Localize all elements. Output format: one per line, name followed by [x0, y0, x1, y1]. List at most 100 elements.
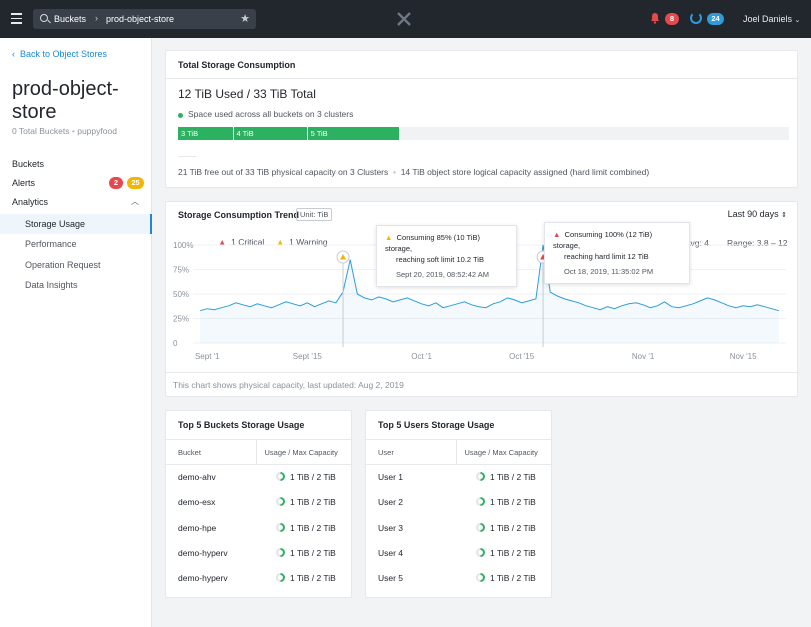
- divider: [166, 372, 799, 373]
- sidebar-item-analytics[interactable]: Analytics ︿: [0, 192, 152, 212]
- menu-icon[interactable]: [11, 13, 22, 24]
- app-logo-icon[interactable]: [396, 11, 412, 27]
- bell-icon[interactable]: [649, 12, 661, 24]
- alerts-count-badge[interactable]: 8: [665, 13, 679, 25]
- table-row[interactable]: demo-esx 1 TiB / 2 TiB: [166, 490, 351, 515]
- x-tick-label: Sept '1: [195, 352, 220, 361]
- table-row[interactable]: User 4 1 TiB / 2 TiB: [366, 540, 551, 565]
- warning-alerts-badge: 25: [127, 177, 144, 189]
- y-tick-label: 75%: [173, 266, 189, 275]
- search-breadcrumb-bar[interactable]: Buckets › prod-object-store ★: [33, 9, 256, 29]
- unit-chip: Unit: TiB: [296, 208, 333, 221]
- card-title: Storage Consumption Trend: [178, 210, 300, 220]
- tasks-spinner-icon[interactable]: [690, 12, 702, 24]
- name-cell: User 4: [378, 548, 404, 559]
- bell-icon: ▲: [553, 230, 561, 239]
- back-link-label: Back to Object Stores: [20, 49, 108, 59]
- usage-ring-icon: [476, 472, 485, 482]
- legend-dot: [178, 113, 183, 118]
- sidebar-item-label: Buckets: [12, 159, 45, 169]
- series-area: [200, 245, 779, 343]
- name-cell: User 2: [378, 497, 404, 508]
- usage-ring-icon: [476, 497, 485, 507]
- usage-cell: 1 TiB / 2 TiB: [256, 515, 351, 540]
- range-stat: Range: 3.8 – 12: [727, 238, 788, 248]
- sidebar-item-label: Storage Usage: [25, 219, 86, 229]
- sidebar: ‹ Back to Object Stores prod-object-stor…: [0, 38, 152, 627]
- table-row[interactable]: demo-hyperv 1 TiB / 2 TiB: [166, 566, 351, 591]
- usage-cell: 1 TiB / 2 TiB: [256, 490, 351, 515]
- divider: [166, 78, 799, 79]
- table-row[interactable]: demo-hyperv 1 TiB / 2 TiB: [166, 540, 351, 565]
- sidebar-item-operation-request[interactable]: Operation Request: [0, 255, 152, 275]
- usage-value: 1 TiB / 2 TiB: [290, 522, 336, 533]
- sidebar-item-alerts[interactable]: Alerts 2 25: [0, 173, 152, 193]
- y-tick-label: 50%: [173, 290, 189, 299]
- table-row[interactable]: User 1 1 TiB / 2 TiB: [366, 465, 551, 490]
- breadcrumb-buckets[interactable]: Buckets: [54, 14, 87, 24]
- usage-value: 1 TiB / 2 TiB: [490, 522, 536, 533]
- entity-subtitle: 0 Total Buckets • puppyfood: [12, 126, 117, 136]
- storage-trend-card: Storage Consumption Trend Unit: TiB Last…: [165, 201, 799, 397]
- usage-ring-icon: [476, 522, 485, 532]
- trend-chart[interactable]: 100% 75% 50% 25% 0 Sept '1 Sept '15 Oct '1 Oct '…: [166, 226, 799, 396]
- column-header-bucket[interactable]: Bucket: [166, 439, 256, 465]
- usage-cell: 1 TiB / 2 TiB: [256, 566, 351, 591]
- usage-ring-icon: [476, 573, 485, 583]
- critical-tooltip: ▲ Consuming 100% (12 TiB) storage, reach…: [544, 222, 690, 284]
- sidebar-item-storage-usage[interactable]: Storage Usage: [0, 214, 152, 234]
- sidebar-item-data-insights[interactable]: Data Insights: [0, 275, 152, 295]
- usage-ring-icon: [276, 522, 285, 532]
- table-row[interactable]: demo-hpe 1 TiB / 2 TiB: [166, 515, 351, 540]
- sidebar-item-label: Analytics: [12, 197, 49, 207]
- column-header-usage[interactable]: Usage / Max Capacity: [455, 439, 551, 465]
- warning-marker-icon: [340, 254, 347, 260]
- warning-legend-label: 1 Warning: [289, 237, 328, 247]
- used-total-headline: 12 TiB Used / 33 TiB Total: [178, 87, 316, 101]
- usage-ring-icon: [476, 548, 485, 558]
- warning-icon: ▲: [276, 237, 285, 247]
- x-tick-label: Oct '1: [411, 352, 432, 361]
- divider: [178, 156, 196, 157]
- table-row[interactable]: User 2 1 TiB / 2 TiB: [366, 490, 551, 515]
- usage-cell: 1 TiB / 2 TiB: [256, 465, 351, 490]
- table-header-row: User Usage / Max Capacity: [366, 439, 551, 465]
- top-users-card: Top 5 Users Storage Usage User Usage / M…: [365, 410, 552, 598]
- back-to-object-stores-link[interactable]: ‹ Back to Object Stores: [12, 49, 107, 59]
- warning-legend: ▲ 1 Warning: [276, 237, 328, 247]
- tasks-count-badge[interactable]: 24: [707, 13, 724, 25]
- sidebar-item-label: Performance: [25, 239, 77, 249]
- time-range-select[interactable]: Last 90 days ⇕: [728, 209, 787, 219]
- usage-cell: 1 TiB / 2 TiB: [456, 566, 551, 591]
- table-row[interactable]: User 5 1 TiB / 2 TiB: [366, 566, 551, 591]
- sidebar-item-buckets[interactable]: Buckets: [0, 154, 152, 174]
- warning-tooltip: ▲ Consuming 85% (10 TiB) storage, reachi…: [376, 225, 517, 287]
- card-title: Total Storage Consumption: [178, 60, 296, 70]
- entity-title: prod-object-store: [12, 78, 119, 123]
- chevron-up-icon: ︿: [131, 197, 139, 206]
- critical-alerts-badge: 2: [109, 177, 123, 189]
- tooltip-line: reaching soft limit 10.2 TiB: [396, 255, 484, 264]
- column-header-user[interactable]: User: [366, 439, 456, 465]
- breadcrumb-current: prod-object-store: [106, 14, 175, 24]
- star-icon[interactable]: ★: [240, 13, 250, 25]
- usage-value: 1 TiB / 2 TiB: [490, 573, 536, 584]
- user-menu[interactable]: Joel Daniels ⌄: [743, 14, 800, 24]
- chevron-down-icon: ⌄: [794, 17, 801, 24]
- usage-cell: 1 TiB / 2 TiB: [456, 465, 551, 490]
- critical-legend-label: 1 Critical: [231, 237, 265, 247]
- table-row[interactable]: User 3 1 TiB / 2 TiB: [366, 515, 551, 540]
- usage-ring-icon: [276, 472, 285, 482]
- sidebar-item-performance[interactable]: Performance: [0, 234, 152, 254]
- usage-cell: 1 TiB / 2 TiB: [456, 490, 551, 515]
- tooltip-timestamp: Sept 20, 2019, 08:52:42 AM: [396, 270, 489, 279]
- x-tick-label: Nov '15: [730, 352, 757, 361]
- table-row[interactable]: demo-ahv 1 TiB / 2 TiB: [166, 465, 351, 490]
- column-header-usage[interactable]: Usage / Max Capacity: [255, 439, 351, 465]
- usage-value: 1 TiB / 2 TiB: [290, 573, 336, 584]
- usage-value: 1 TiB / 2 TiB: [490, 472, 536, 483]
- top-buckets-card: Top 5 Buckets Storage Usage Bucket Usage…: [165, 410, 352, 598]
- chevron-right-icon: ›: [95, 13, 98, 23]
- name-cell: User 1: [378, 472, 404, 483]
- series-line: [199, 244, 780, 312]
